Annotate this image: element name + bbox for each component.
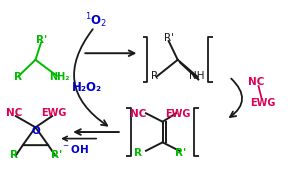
Text: R': R' xyxy=(36,35,47,45)
Text: $^1$O$_2$: $^1$O$_2$ xyxy=(85,11,107,30)
Text: NC: NC xyxy=(248,77,264,87)
Text: NH₂: NH₂ xyxy=(50,72,70,82)
Text: NH: NH xyxy=(189,71,205,81)
Text: NC: NC xyxy=(6,108,22,118)
Text: EWG: EWG xyxy=(41,108,66,118)
Text: O: O xyxy=(31,126,40,136)
Text: R: R xyxy=(151,71,158,81)
Text: R': R' xyxy=(164,33,174,43)
Text: EWG: EWG xyxy=(165,109,190,119)
Text: R: R xyxy=(14,72,22,82)
Text: R: R xyxy=(134,148,142,158)
Text: R': R' xyxy=(51,150,62,160)
Text: H₂O₂: H₂O₂ xyxy=(72,81,102,94)
Text: NC: NC xyxy=(130,109,147,119)
Text: $^-$OH: $^-$OH xyxy=(61,143,89,155)
Text: R': R' xyxy=(175,148,186,158)
Text: EWG: EWG xyxy=(250,98,275,108)
Text: R: R xyxy=(10,150,18,160)
